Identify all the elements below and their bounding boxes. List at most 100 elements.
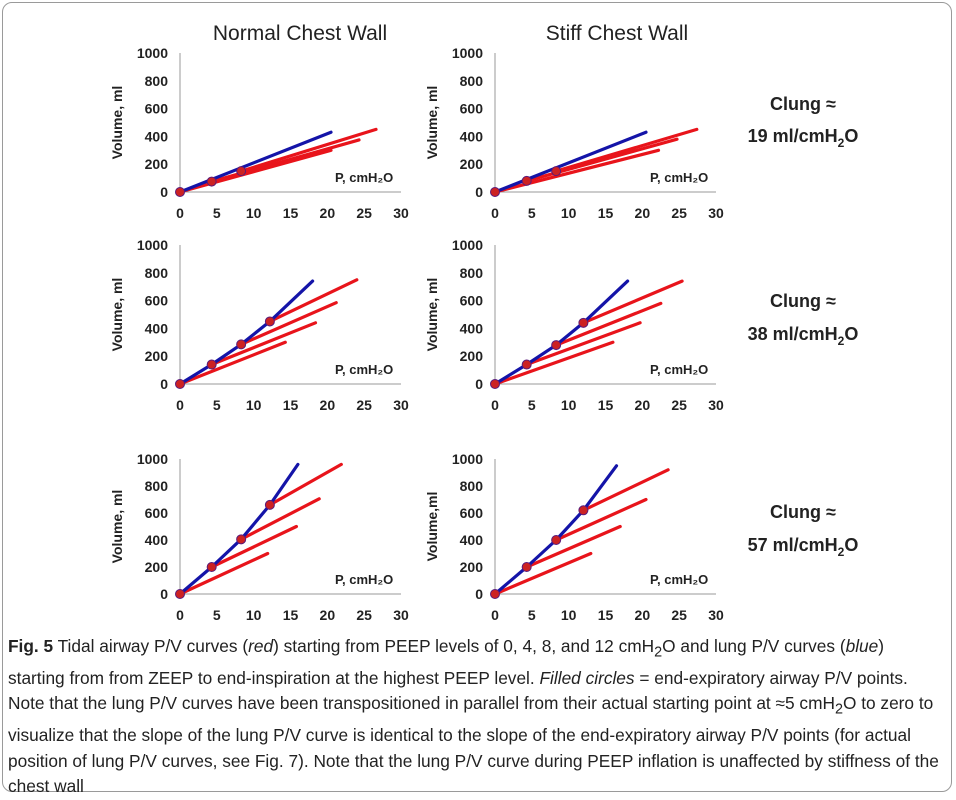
- compliance-value: 57 ml/cmH2O: [748, 535, 859, 559]
- caption-text-2: ) starting from PEEP levels of 0, 4, 8, …: [273, 636, 655, 656]
- x-tick-label: 5: [213, 397, 221, 413]
- end-expiratory-point: [264, 499, 275, 510]
- lung-pv-curve: [178, 462, 300, 596]
- column-header: Normal Chest Wall: [213, 22, 387, 45]
- end-expiratory-point: [521, 562, 532, 572]
- figure-caption: Fig. 5 Tidal airway P/V curves (red) sta…: [8, 634, 943, 800]
- airway-pv-curve: [493, 551, 593, 596]
- y-tick-label: 600: [460, 505, 484, 521]
- x-tick-label: 10: [561, 397, 577, 413]
- lung-pv-curve: [178, 130, 333, 194]
- column-header: Stiff Chest Wall: [546, 22, 688, 45]
- y-axis-label: Volume, ml: [109, 86, 125, 160]
- y-tick-label: 600: [145, 293, 169, 309]
- y-tick-label: 600: [460, 293, 484, 309]
- caption-text-4: ) starting from from ZEEP to end-inspira…: [8, 636, 885, 688]
- y-tick-label: 200: [145, 156, 169, 172]
- x-tick-label: 20: [320, 607, 336, 623]
- end-expiratory-point: [206, 359, 217, 370]
- airway-pv-curve: [178, 148, 333, 194]
- x-tick-label: 0: [491, 607, 499, 623]
- y-tick-label: 1000: [452, 237, 483, 253]
- end-expiratory-point: [551, 166, 562, 177]
- x-tick-label: 30: [393, 607, 409, 623]
- airway-pv-curve: [581, 279, 684, 325]
- x-tick-label: 20: [320, 205, 336, 221]
- airway-pv-curve: [239, 497, 321, 541]
- end-expiratory-point: [490, 589, 500, 599]
- caption-blue-word: blue: [845, 636, 879, 656]
- y-tick-label: 1000: [137, 45, 168, 61]
- x-tick-label: 20: [320, 397, 336, 413]
- x-tick-label: 0: [176, 205, 184, 221]
- compliance-label: Clung ≈: [770, 94, 836, 114]
- x-tick-label: 5: [213, 205, 221, 221]
- x-tick-label: 0: [491, 205, 499, 221]
- x-tick-label: 10: [246, 397, 262, 413]
- y-tick-label: 0: [160, 376, 168, 392]
- compliance-label: Clung ≈: [770, 291, 836, 311]
- y-tick-label: 800: [145, 73, 169, 89]
- x-tick-label: 0: [176, 397, 184, 413]
- x-tick-label: 10: [561, 205, 577, 221]
- x-tick-label: 15: [598, 607, 614, 623]
- y-tick-label: 200: [460, 559, 484, 575]
- compliance-value-end: O: [844, 126, 858, 146]
- y-tick-label: 800: [460, 478, 484, 494]
- x-tick-label: 20: [635, 397, 651, 413]
- compliance-approx: ≈: [826, 502, 836, 522]
- compliance-approx: ≈: [826, 94, 836, 114]
- end-expiratory-point: [264, 316, 275, 327]
- airway-pv-curve: [268, 462, 343, 507]
- caption-text-1: Tidal airway P/V curves (: [53, 636, 249, 656]
- chart-panel-row1-normal: 0 200 400 600 800 1000 0 5 10 15 20 25 30 Volume, ml P…: [109, 45, 409, 221]
- caption-red-word: red: [248, 636, 274, 656]
- x-tick-label: 20: [635, 205, 651, 221]
- chart-panel-row3-stiff: 0 200 400 600 800 1000 0 5 10 15 20 25 30 Volume,ml P,…: [424, 451, 724, 623]
- y-tick-label: 800: [460, 265, 484, 281]
- end-expiratory-point: [490, 187, 500, 197]
- caption-subscript-1: 2: [654, 644, 663, 661]
- y-tick-label: 800: [145, 478, 169, 494]
- chart-panel-row2-stiff: 0 200 400 600 800 1000 0 5 10 15 20 25 30 Volume, ml P…: [424, 237, 724, 413]
- y-tick-label: 600: [460, 101, 484, 117]
- chart-panel-row1-stiff: 0 200 400 600 800 1000 0 5 10 15 20 25 30 Volume, ml P…: [424, 45, 724, 221]
- x-tick-label: 30: [708, 397, 724, 413]
- lung-pv-curve: [493, 279, 630, 386]
- y-tick-label: 200: [460, 156, 484, 172]
- y-tick-label: 400: [145, 128, 169, 144]
- y-axis-label: Volume, ml: [109, 278, 125, 352]
- airway-pv-curve: [554, 127, 699, 173]
- y-tick-label: 800: [145, 265, 169, 281]
- y-axis-label: Volume, ml: [424, 278, 440, 352]
- x-tick-label: 15: [283, 205, 299, 221]
- y-tick-label: 1000: [137, 237, 168, 253]
- x-tick-label: 30: [708, 205, 724, 221]
- end-expiratory-point: [236, 339, 247, 350]
- end-expiratory-point: [551, 340, 562, 351]
- y-tick-label: 600: [145, 505, 169, 521]
- compliance-name: Clung: [770, 94, 826, 114]
- y-tick-label: 0: [475, 376, 483, 392]
- caption-text-3: O and lung P/V curves (: [662, 636, 846, 656]
- end-expiratory-point: [578, 505, 589, 516]
- end-expiratory-point: [175, 589, 185, 599]
- x-tick-label: 25: [671, 205, 687, 221]
- x-tick-label: 25: [356, 607, 372, 623]
- airway-pv-curve: [525, 321, 642, 367]
- y-axis-label: Volume,ml: [424, 492, 440, 562]
- y-tick-label: 400: [145, 320, 169, 336]
- x-tick-label: 25: [671, 397, 687, 413]
- y-tick-label: 0: [160, 184, 168, 200]
- caption-text-6: O to zero to visualize that the slope of…: [8, 693, 939, 797]
- end-expiratory-point: [551, 535, 562, 545]
- x-tick-label: 25: [671, 607, 687, 623]
- x-tick-label: 15: [598, 205, 614, 221]
- end-expiratory-point: [521, 175, 532, 186]
- compliance-value-text: 38 ml/cmH: [748, 324, 838, 344]
- compliance-name: Clung: [770, 291, 826, 311]
- caption-subscript-2: 2: [834, 701, 843, 718]
- figure-plots: Normal Chest Wall Stiff Chest Wall0200400…: [109, 22, 859, 623]
- end-expiratory-point: [236, 534, 247, 545]
